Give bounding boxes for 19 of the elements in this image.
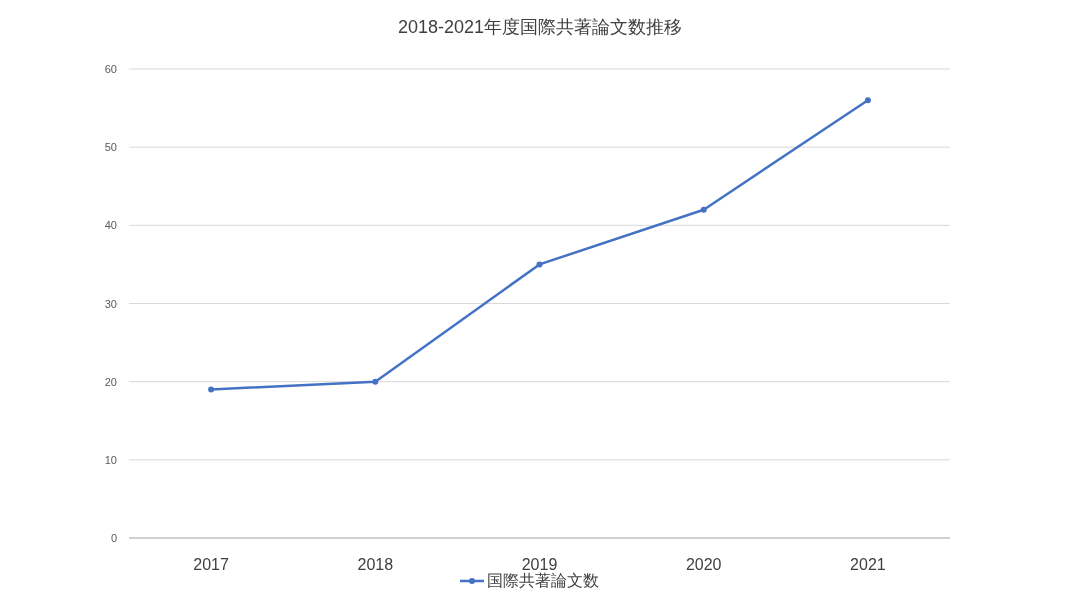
y-tick-label: 40 xyxy=(104,219,117,232)
point xyxy=(208,386,215,393)
x-tick-label: 2020 xyxy=(685,556,722,573)
y-tick-label: 30 xyxy=(104,297,117,310)
point xyxy=(372,378,379,385)
x-tick-label: 2021 xyxy=(850,556,886,573)
x-tick-label: 2018 xyxy=(357,556,394,573)
y-tick-label: 20 xyxy=(104,375,117,388)
y-tick-label: 10 xyxy=(104,453,117,466)
x-tick-label: 2019 xyxy=(521,556,558,573)
legend-label: 国際共著論文数 xyxy=(487,572,599,589)
y-tick-label: 50 xyxy=(104,141,117,154)
point xyxy=(536,261,543,268)
point xyxy=(700,206,707,213)
y-tick-label: 0 xyxy=(110,532,117,544)
y-tick-label: 60 xyxy=(104,63,117,75)
chart-title: 2018-2021年度国際共著論文数推移 xyxy=(397,17,683,37)
x-tick-label: 2017 xyxy=(193,556,229,573)
point xyxy=(864,97,871,104)
